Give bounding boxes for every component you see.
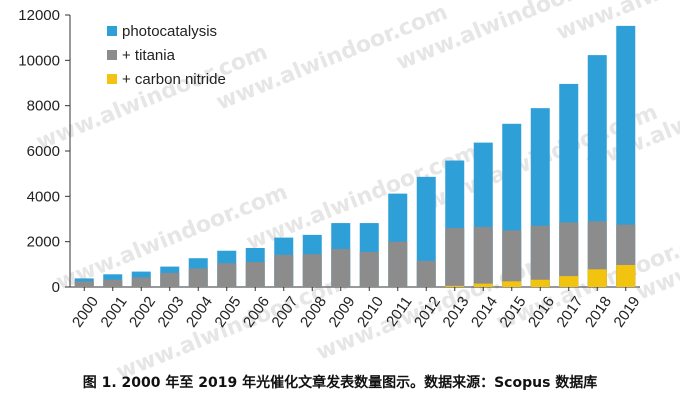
bar-carbon-nitride-2013	[445, 285, 465, 287]
bar-titania-2015	[502, 230, 522, 287]
bar-carbon-nitride-2016	[530, 279, 550, 287]
x-tick-label: 2003	[154, 294, 187, 331]
legend-label: + titania	[122, 47, 176, 64]
y-tick-label: 10000	[18, 52, 60, 69]
x-tick-label: 2000	[69, 294, 102, 331]
bar-carbon-nitride-2018	[587, 269, 607, 287]
bar-titania-2010	[359, 251, 379, 287]
bars	[74, 25, 636, 288]
y-tick-label: 6000	[27, 143, 60, 160]
bar-titania-2006	[245, 262, 265, 287]
bar-titania-2008	[302, 254, 322, 287]
bar-titania-2017	[559, 222, 579, 287]
bar-carbon-nitride-2015	[502, 281, 522, 287]
legend: photocatalysis + titania + carbon nitride	[107, 23, 226, 88]
y-tick-label: 2000	[27, 234, 60, 251]
bar-titania-2000	[74, 281, 94, 287]
figure-caption: 图 1. 2000 年至 2019 年光催化文章发表数量图示。数据来源：Scop…	[82, 375, 598, 391]
y-tick-label: 12000	[18, 7, 60, 24]
bar-titania-2009	[331, 248, 351, 287]
bar-titania-2003	[160, 272, 180, 287]
x-tick-label: 2001	[97, 294, 130, 331]
bar-titania-2016	[530, 225, 550, 287]
legend-swatch	[107, 50, 117, 60]
bar-titania-2012	[416, 260, 436, 287]
legend-swatch	[107, 26, 117, 36]
legend-label: photocatalysis	[122, 23, 217, 40]
bar-titania-2011	[388, 241, 408, 287]
bar-carbon-nitride-2019	[616, 265, 636, 287]
y-tick-label: 8000	[27, 98, 60, 115]
bar-carbon-nitride-2017	[559, 276, 579, 287]
bar-titania-2013	[445, 228, 465, 287]
bar-titania-2005	[217, 263, 237, 287]
bar-titania-2004	[188, 268, 208, 287]
bar-photocatalysis-2012	[416, 176, 436, 287]
bar-titania-2002	[131, 277, 151, 287]
y-tick-label: 0	[52, 279, 60, 296]
legend-label: + carbon nitride	[122, 71, 226, 88]
bar-carbon-nitride-2014	[473, 283, 493, 287]
bar-titania-2014	[473, 226, 493, 287]
y-ticks: 0 2000 4000 6000 8000 10000 12000	[18, 7, 70, 296]
y-tick-label: 4000	[27, 188, 60, 205]
bar-photocatalysis-2019	[616, 25, 636, 287]
bar-titania-2007	[274, 254, 294, 287]
bar-titania-2001	[103, 279, 123, 287]
x-tick-label: 2002	[126, 294, 159, 331]
legend-swatch	[107, 74, 117, 84]
